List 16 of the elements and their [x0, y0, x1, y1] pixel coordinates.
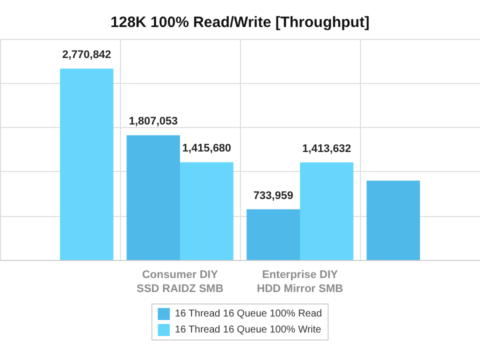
legend-label: 16 Thread 16 Queue 100% Write [174, 324, 322, 336]
bar [366, 180, 420, 260]
legend-label: 16 Thread 16 Queue 100% Read [174, 308, 322, 320]
data-label: 1,807,053 [128, 116, 178, 128]
data-label: 1,415,680 [182, 142, 232, 155]
x-tick-label: Enterprise DIY HDD Mirror SMB [256, 269, 344, 295]
bar [300, 162, 354, 260]
bar [126, 135, 180, 260]
data-label: 733,959 [253, 190, 294, 202]
bar [60, 68, 114, 260]
data-label: 2,770,842 [62, 49, 112, 62]
x-tick-label: Consumer DIY SSD RAIDZ SMB [136, 269, 224, 295]
bar [180, 162, 234, 260]
data-label: 1,413,632 [302, 142, 352, 155]
chart-title: 128K 100% Read/Write [Throughput] [110, 14, 370, 31]
bar [246, 209, 300, 260]
